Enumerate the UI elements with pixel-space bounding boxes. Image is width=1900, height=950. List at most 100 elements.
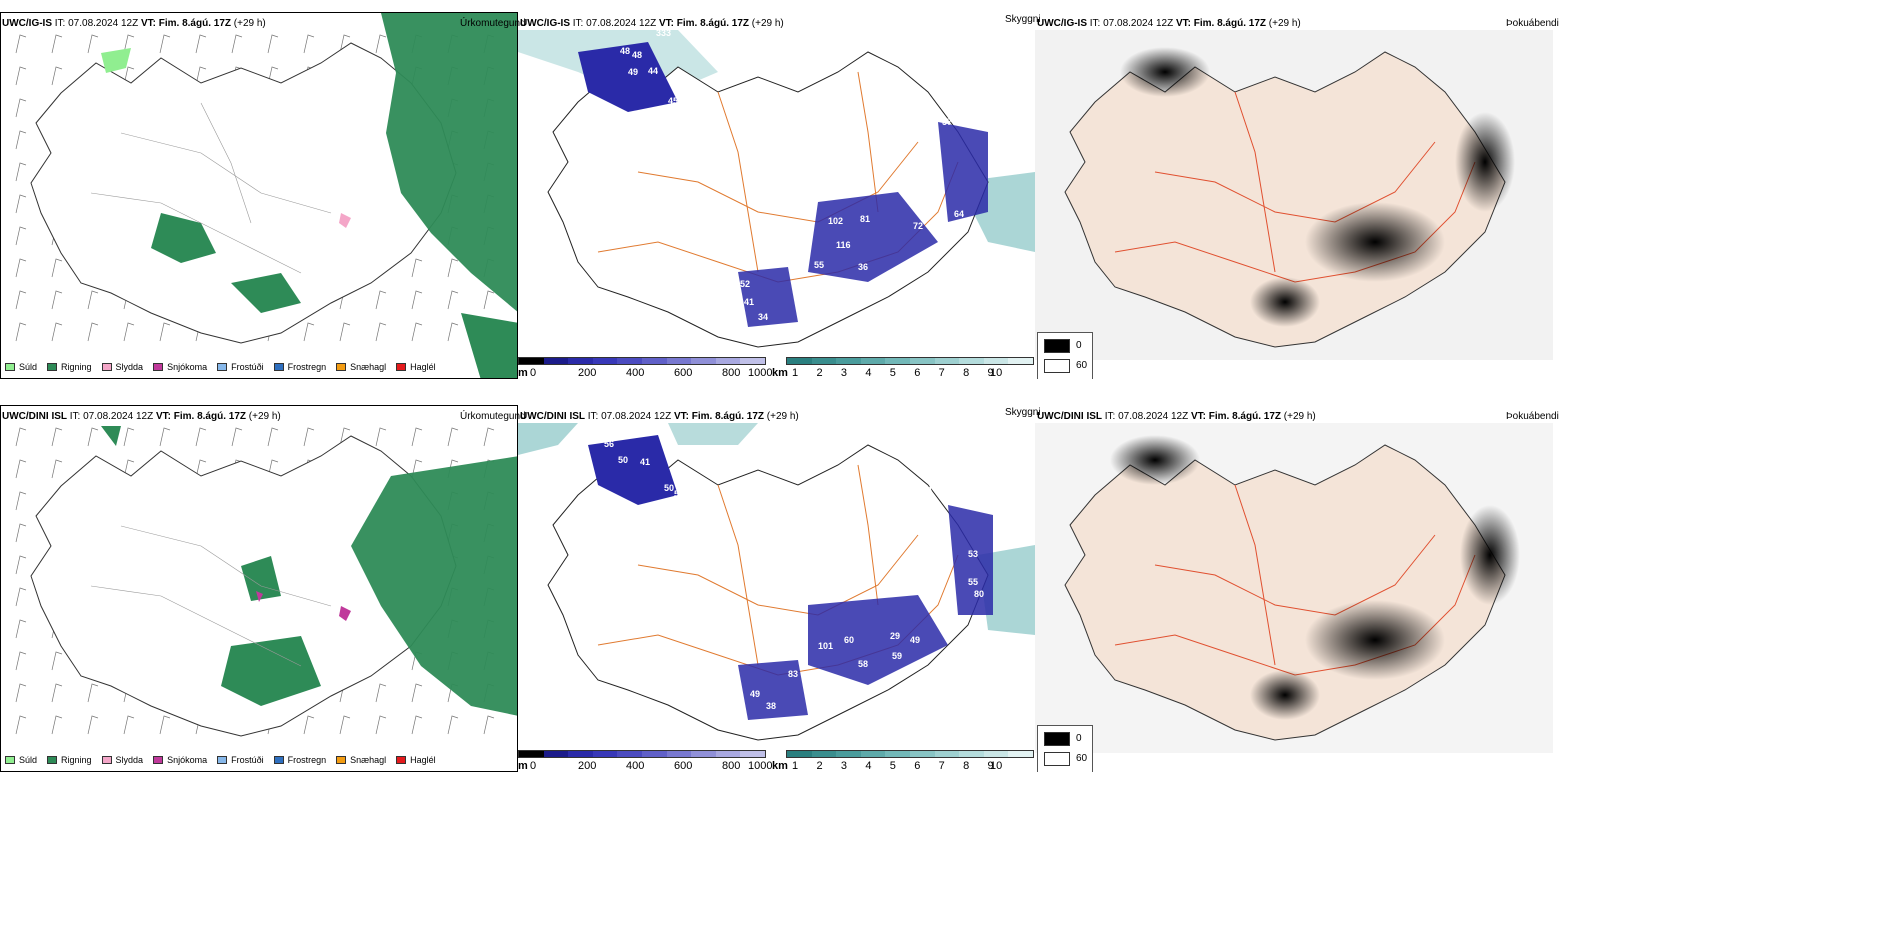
precip-legend-item: Haglél	[396, 362, 436, 372]
precip-legend-label: Snæhagl	[350, 362, 387, 372]
precip-legend-label: Haglél	[410, 362, 436, 372]
wind-barb-icon	[195, 66, 207, 86]
precip-legend-label: Haglél	[410, 755, 436, 765]
precip-legend-item: Slydda	[101, 755, 143, 765]
vis-value-label: 101	[818, 641, 833, 651]
wind-barb-icon	[51, 34, 63, 54]
wind-barb-icon	[15, 427, 27, 447]
vis-value-label: 41	[744, 297, 754, 307]
precip-legend-item: Rigning	[47, 755, 92, 765]
drizzle-area	[101, 48, 131, 73]
vis-ticks-m-bottom: m 0 200 400 600 800 1000	[518, 760, 772, 772]
colorbar-tick: 0	[530, 367, 537, 379]
wind-barb-icon	[15, 226, 27, 246]
precip-legend-label: Rigning	[61, 362, 92, 372]
wind-barb-icon	[195, 427, 207, 447]
fog-panel-bottom: 0 60	[1035, 405, 1553, 772]
fog-area	[1110, 435, 1200, 485]
vis-value-label: 159	[898, 96, 913, 106]
wind-barb-icon	[15, 619, 27, 639]
wind-barb-icon	[15, 98, 27, 118]
colorbar-tick: 0	[530, 760, 537, 772]
colorbar-step	[909, 751, 935, 757]
colorbar-step	[715, 751, 741, 757]
wind-barb-icon	[447, 258, 459, 278]
colorbar-step	[543, 751, 569, 757]
wind-barb-icon	[15, 34, 27, 54]
wind-barb-icon	[375, 683, 387, 703]
wind-barb-icon	[411, 290, 423, 310]
wind-barb-icon	[87, 290, 99, 310]
vis-value-label: 83	[788, 669, 798, 679]
precip-legend-swatch	[336, 363, 347, 371]
colorbar-tick: 9	[987, 367, 994, 379]
precip-legend-swatch	[47, 363, 58, 371]
precip-legend-item: Súld	[5, 362, 37, 372]
wind-barb-icon	[447, 715, 459, 735]
vis-value-label: 80	[974, 589, 984, 599]
precip-legend-swatch	[153, 363, 164, 371]
wind-barb-icon	[159, 322, 171, 342]
vis-value-label: 57	[942, 117, 952, 127]
vis-value-label: 63	[772, 595, 782, 605]
wind-barb-icon	[51, 651, 63, 671]
wind-barb-icon	[303, 322, 315, 342]
precip-legend-item: Súld	[5, 755, 37, 765]
colorbar-step	[885, 358, 910, 364]
vis-value-label: 50	[618, 455, 628, 465]
wind-barb-icon	[483, 290, 495, 310]
vis-value-label: 50	[664, 483, 674, 493]
fog-swatch-light	[1044, 359, 1070, 373]
wind-barb-icon	[339, 322, 351, 342]
colorbar-tick: 400	[626, 367, 645, 379]
wind-barb-icon	[375, 715, 387, 735]
vis-value-label: 72	[913, 221, 923, 231]
colorbar-step	[1008, 358, 1033, 364]
wind-barb-icon	[51, 459, 63, 479]
wind-barb-icon	[195, 459, 207, 479]
precip-legend-item: Frostúði	[217, 362, 264, 372]
colorbar-tick: 2	[816, 760, 823, 772]
vis-colorbar-km-bottom	[786, 750, 1034, 758]
header-precip-top: UWC/IG-IS IT: 07.08.2024 12Z VT: Fim. 8.…	[2, 18, 266, 29]
fog-area	[1455, 112, 1515, 212]
colorbar-tick: 200	[578, 367, 597, 379]
precip-legend-top: Súld Rigning Slydda Snjókoma Frostúði Frostre…	[5, 362, 436, 372]
precip-legend-item: Rigning	[47, 362, 92, 372]
vis-value-label: 23	[714, 617, 724, 627]
wind-barb-icon	[15, 683, 27, 703]
vis-value-label: 25	[696, 209, 706, 219]
colorbar-tick: 800	[722, 760, 741, 772]
wind-barb-icon	[483, 427, 495, 447]
wind-barb-icon	[51, 258, 63, 278]
wind-barb-icon	[15, 66, 27, 86]
colorbar-tick: 6	[914, 760, 921, 772]
vis-value-label: 56	[604, 439, 614, 449]
visibility-panel-bottom: 56 50 41 50 54 14 53 55 80 60 29 49 101 58 59 83 49 38 23 6…	[518, 405, 1035, 772]
precip-legend-swatch	[47, 756, 58, 764]
wind-barb-icon	[159, 715, 171, 735]
vis-value-label: 49	[628, 67, 638, 77]
wind-barb-icon	[339, 715, 351, 735]
fog-swatch-dark	[1044, 732, 1070, 746]
fog-legend-bottom: 0 60	[1037, 725, 1093, 772]
rain-area	[241, 556, 281, 601]
wind-barb-icon	[87, 427, 99, 447]
colorbar-step	[1008, 751, 1033, 757]
vis-value-label: 54	[674, 489, 684, 499]
vis-value-label: 36	[858, 262, 868, 272]
wind-barb-icon	[51, 683, 63, 703]
wind-barb-icon	[447, 427, 459, 447]
fog-label-dark: 0	[1076, 340, 1082, 351]
fog-area	[1250, 277, 1320, 327]
colorbar-step	[787, 358, 812, 364]
colorbar-tick: 8	[963, 760, 970, 772]
colorbar-step	[641, 358, 667, 364]
very-low-vis-area	[578, 42, 678, 112]
wind-barb-icon	[483, 715, 495, 735]
precip-legend-swatch	[5, 363, 15, 371]
very-low-vis-area	[738, 267, 798, 327]
visibility-title-top: Skyggni	[1005, 14, 1041, 25]
